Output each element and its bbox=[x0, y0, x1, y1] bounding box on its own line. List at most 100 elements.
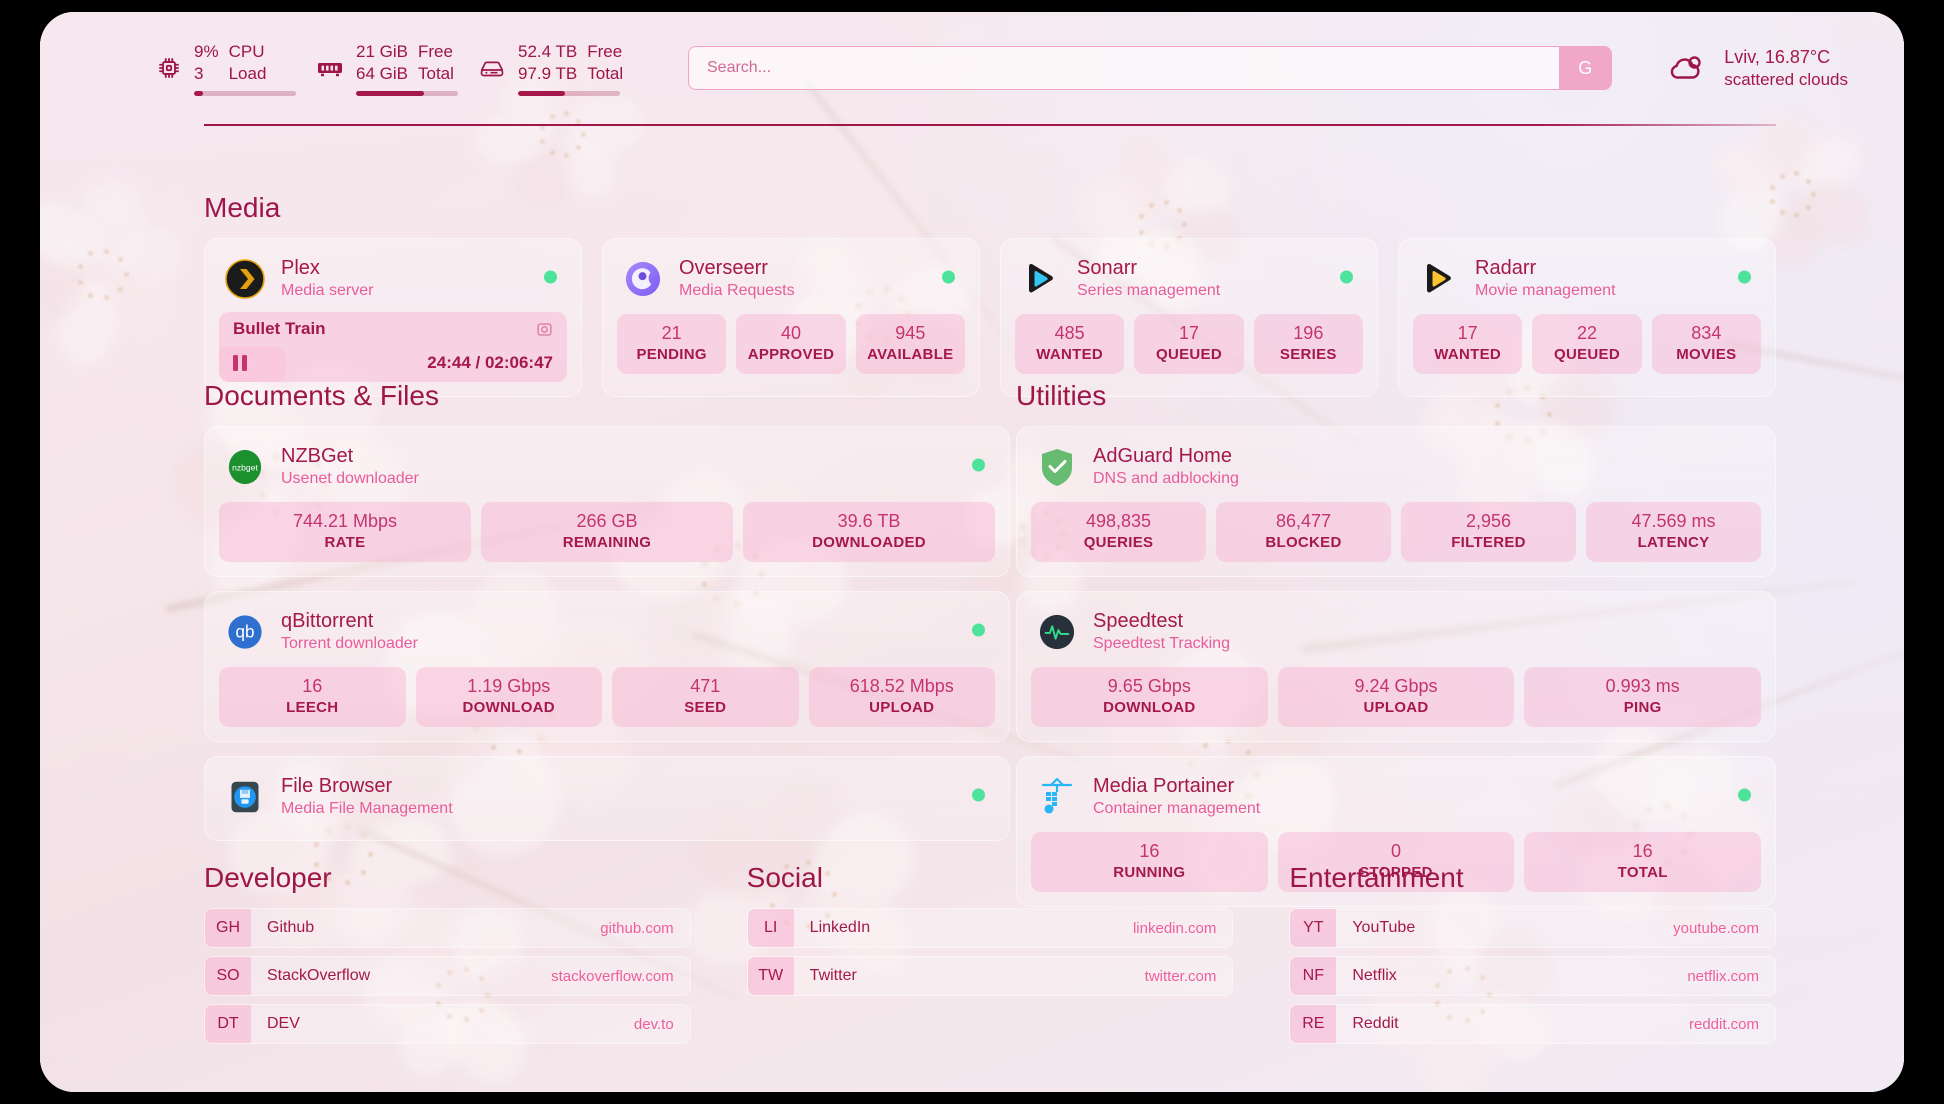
cast-icon[interactable] bbox=[536, 321, 553, 338]
disk-icon bbox=[478, 55, 506, 81]
media-section: Media Plex Media server bbox=[204, 192, 1776, 397]
adguard-name: AdGuard Home bbox=[1093, 445, 1232, 467]
stat-label: PENDING bbox=[636, 346, 707, 363]
stat-label: TOTAL bbox=[1617, 864, 1668, 881]
app-card-filebrowser[interactable]: File Browser Media File Management bbox=[204, 756, 1010, 841]
app-card-qbittorrent[interactable]: qb qBittorrent Torrent downloader 16 LEE… bbox=[204, 591, 1010, 742]
stat-value: 16 bbox=[1632, 841, 1653, 861]
bookmark-url: github.com bbox=[600, 919, 674, 937]
bookmark-item-linkedin[interactable]: LI LinkedIn linkedin.com bbox=[746, 908, 1234, 948]
stat-tile: 39.6 TB DOWNLOADED bbox=[743, 502, 995, 562]
stat-tile: 47.569 ms LATENCY bbox=[1586, 502, 1761, 562]
app-card-speedtest[interactable]: Speedtest Speedtest Tracking 9.65 Gbps D… bbox=[1016, 591, 1776, 742]
stat-value: 0.993 ms bbox=[1605, 676, 1680, 696]
nzbget-stats: 744.21 Mbps RATE 266 GB REMAINING 39.6 T… bbox=[219, 502, 995, 562]
plex-subtitle: Media server bbox=[281, 282, 374, 299]
speedtest-name: Speedtest bbox=[1093, 610, 1184, 632]
stat-label: RUNNING bbox=[1113, 864, 1186, 881]
plex-icon bbox=[225, 258, 265, 299]
disk-usage-widget[interactable]: 52.4 TB 97.9 TB Free Total bbox=[478, 41, 624, 96]
stat-tile: 945 AVAILABLE bbox=[855, 314, 965, 374]
speedtest-subtitle: Speedtest Tracking bbox=[1093, 635, 1230, 652]
stat-value: 266 GB bbox=[576, 511, 638, 531]
stat-value: 945 bbox=[895, 323, 926, 343]
app-card-sonarr[interactable]: Sonarr Series management 485 WANTED 17 Q… bbox=[1000, 238, 1378, 397]
ram-usage-bar bbox=[356, 90, 458, 96]
stat-tile: 9.65 Gbps DOWNLOAD bbox=[1031, 667, 1268, 727]
stat-value: 22 bbox=[1576, 323, 1597, 343]
nzbget-subtitle: Usenet downloader bbox=[281, 470, 419, 487]
disk-label-bottom: Total bbox=[587, 63, 624, 83]
search-engine-button[interactable]: G bbox=[1559, 47, 1612, 89]
utilities-section-title: Utilities bbox=[1016, 380, 1107, 411]
disk-value-top: 52.4 TB bbox=[518, 41, 578, 61]
app-card-radarr[interactable]: Radarr Movie management 17 WANTED 22 QUE… bbox=[1398, 238, 1776, 397]
sonarr-stats: 485 WANTED 17 QUEUED 196 SERIES bbox=[1015, 314, 1363, 374]
stat-label: QUERIES bbox=[1083, 534, 1154, 551]
bookmark-group-title: Developer bbox=[204, 862, 332, 893]
bookmark-item-netflix[interactable]: NF Netflix netflix.com bbox=[1289, 956, 1777, 996]
sonarr-name: Sonarr bbox=[1077, 257, 1138, 279]
stat-value: 1.19 Gbps bbox=[467, 676, 551, 696]
speedtest-stats: 9.65 Gbps DOWNLOAD 9.24 Gbps UPLOAD 0.99… bbox=[1031, 667, 1762, 727]
pause-icon[interactable] bbox=[233, 355, 247, 371]
plex-now-playing-progress-row[interactable]: 24:44 / 02:06:47 bbox=[219, 346, 567, 382]
bookmark-group-entertainment: Entertainment YT YouTube youtube.com NF … bbox=[1289, 862, 1777, 1052]
app-card-overseerr[interactable]: Overseerr Media Requests 21 PENDING 40 A… bbox=[602, 238, 980, 397]
bookmark-name: Github bbox=[267, 919, 315, 936]
qbittorrent-subtitle: Torrent downloader bbox=[281, 635, 418, 652]
bookmark-item-stackoverflow[interactable]: SO StackOverflow stackoverflow.com bbox=[204, 956, 691, 996]
bookmark-item-github[interactable]: GH Github github.com bbox=[204, 908, 691, 948]
stat-value: 21 bbox=[661, 323, 682, 343]
overseerr-status-badge bbox=[942, 270, 955, 283]
bookmark-badge: NF bbox=[1290, 957, 1337, 995]
filebrowser-name: File Browser bbox=[281, 775, 393, 797]
weather-widget[interactable]: Lviv, 16.87°C scattered clouds bbox=[1668, 47, 1848, 90]
stat-label: LATENCY bbox=[1637, 534, 1710, 551]
plex-meta: Plex Media server bbox=[281, 257, 373, 300]
speedtest-card-header: Speedtest Speedtest Tracking bbox=[1031, 606, 1761, 653]
bookmark-item-youtube[interactable]: YT YouTube youtube.com bbox=[1289, 908, 1777, 948]
cpu-usage-widget[interactable]: 9% 3 CPU Load bbox=[156, 41, 296, 96]
ram-label-bottom: Total bbox=[417, 63, 454, 83]
app-card-portainer[interactable]: Media Portainer Container management 16 … bbox=[1016, 756, 1776, 907]
overseerr-subtitle: Media Requests bbox=[679, 282, 795, 299]
bookmark-name: Reddit bbox=[1352, 1015, 1399, 1032]
bookmark-url: twitter.com bbox=[1144, 967, 1217, 985]
search-box[interactable]: G bbox=[688, 46, 1613, 90]
stat-tile: 22 QUEUED bbox=[1532, 314, 1642, 374]
qbittorrent-status-badge bbox=[972, 623, 985, 636]
bookmark-badge: RE bbox=[1290, 1005, 1337, 1043]
bookmark-badge: DT bbox=[205, 1005, 251, 1043]
search-input[interactable] bbox=[689, 47, 1560, 89]
stat-tile: 17 QUEUED bbox=[1134, 314, 1244, 374]
nzbget-icon: nzbget bbox=[225, 447, 265, 487]
adguard-stats: 498,835 QUERIES 86,477 BLOCKED 2,956 FIL… bbox=[1031, 502, 1761, 562]
bookmark-item-twitter[interactable]: TW Twitter twitter.com bbox=[746, 956, 1234, 996]
bookmark-url: reddit.com bbox=[1688, 1015, 1760, 1033]
ram-usage-widget[interactable]: 21 GiB 64 GiB Free Total bbox=[316, 41, 458, 96]
stat-label: DOWNLOADED bbox=[812, 534, 926, 551]
app-card-adguard[interactable]: AdGuard Home DNS and adblocking 498,835 … bbox=[1016, 426, 1776, 577]
stat-value: 16 bbox=[302, 676, 323, 696]
stat-tile: 16 LEECH bbox=[219, 667, 406, 727]
stat-label: DOWNLOAD bbox=[462, 699, 555, 716]
weather-description: scattered clouds bbox=[1724, 69, 1848, 89]
nzbget-card-header: nzbget NZBGet Usenet downloader bbox=[219, 441, 995, 488]
bookmark-item-dev[interactable]: DT DEV dev.to bbox=[204, 1004, 691, 1044]
stat-tile: 0 STOPPED bbox=[1277, 832, 1515, 892]
adguard-subtitle: DNS and adblocking bbox=[1093, 470, 1239, 487]
portainer-name: Media Portainer bbox=[1093, 775, 1235, 797]
stat-label: PING bbox=[1623, 699, 1662, 716]
app-card-nzbget[interactable]: nzbget NZBGet Usenet downloader 744.21 M… bbox=[204, 426, 1010, 577]
adguard-meta: AdGuard Home DNS and adblocking bbox=[1093, 445, 1239, 488]
bookmark-item-reddit[interactable]: RE Reddit reddit.com bbox=[1289, 1004, 1777, 1044]
filebrowser-status-badge bbox=[972, 788, 985, 801]
stat-value: 834 bbox=[1691, 323, 1722, 343]
disk-usage-bar bbox=[518, 90, 620, 96]
bookmark-name: StackOverflow bbox=[267, 967, 371, 984]
app-card-plex[interactable]: Plex Media server Bullet Train bbox=[204, 238, 582, 397]
dashboard-page: 9% 3 CPU Load bbox=[40, 12, 1904, 1092]
bookmark-url: linkedin.com bbox=[1132, 919, 1217, 937]
cpu-usage-bar bbox=[194, 90, 296, 96]
